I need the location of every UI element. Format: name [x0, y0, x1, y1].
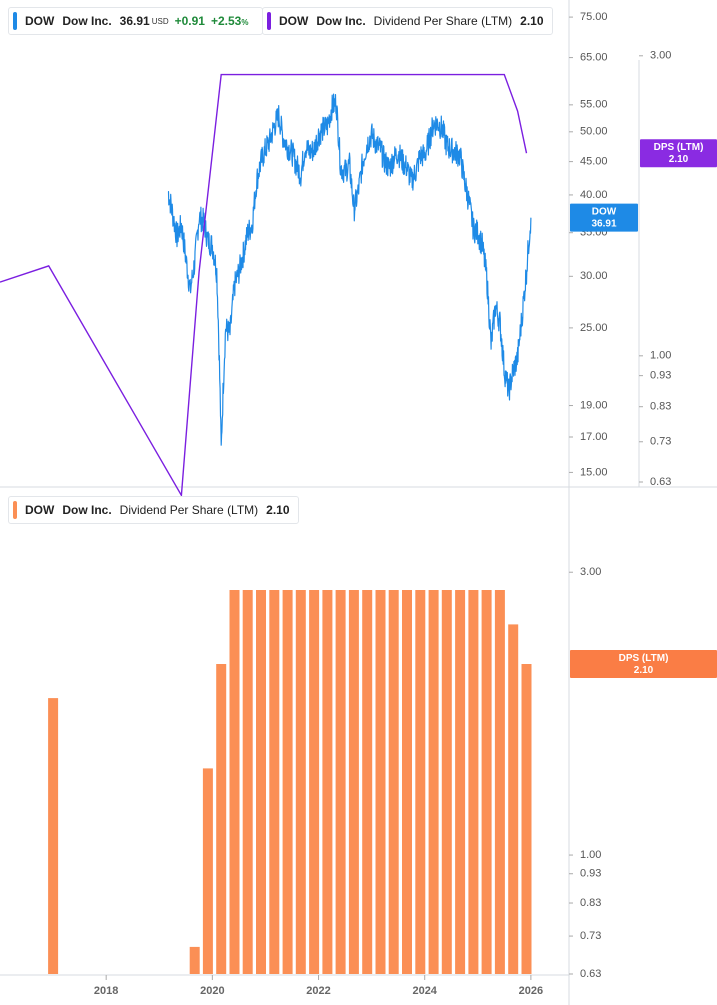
- legend-price[interactable]: DOW Dow Inc. 36.91 USD +0.91 +2.53%: [8, 7, 264, 35]
- dps-bar: [441, 590, 452, 974]
- dps-axis-label: 0.93: [650, 370, 671, 382]
- time-axis-label: 2026: [519, 985, 543, 997]
- legend-dps-line[interactable]: DOW Dow Inc. Dividend Per Share (LTM) 2.…: [262, 7, 553, 35]
- legend-dps-bar-metric: Dividend Per Share (LTM): [119, 503, 259, 517]
- dps-bar: [455, 590, 466, 974]
- dps-bar: [428, 590, 439, 974]
- legend-price-name: Dow Inc.: [62, 14, 112, 28]
- dps-bar: [481, 590, 492, 974]
- dps-bar: [335, 590, 346, 974]
- dps-tag-top-value: 2.10: [669, 154, 689, 165]
- legend-price-change-percent-value: +2.53: [210, 14, 242, 28]
- legend-dps-bar-swatch: [13, 501, 17, 519]
- dps-tag-top-box: [640, 139, 717, 168]
- legend-dps-bar-name: Dow Inc.: [62, 503, 112, 517]
- legend-price-ticker: DOW: [25, 14, 55, 28]
- dps-bar: [415, 590, 426, 974]
- dps-bar: [402, 590, 412, 974]
- bar-axis-label: 0.83: [580, 897, 601, 909]
- time-axis-label: 2018: [94, 985, 118, 997]
- price-tag-box: [570, 203, 638, 232]
- dps-bar: [309, 590, 320, 974]
- bar-axis-label: 3.00: [580, 566, 601, 578]
- price-axis-label: 75.00: [580, 11, 608, 23]
- bar-axis-label: 1.00: [580, 849, 601, 861]
- legend-price-value: 36.91: [119, 14, 150, 28]
- dps-axis-label: 0.73: [650, 436, 671, 448]
- price-axis-label: 30.00: [580, 270, 608, 282]
- dps-bar: [242, 590, 253, 974]
- dps-bar: [468, 590, 479, 974]
- dps-bar: [48, 698, 59, 974]
- price-axis-label: 65.00: [580, 51, 608, 63]
- dps-axis-label: 3.00: [650, 50, 671, 62]
- legend-dps-line-swatch: [267, 12, 271, 30]
- price-axis-label: 40.00: [580, 189, 608, 201]
- legend-price-percent-sign: %: [241, 18, 249, 27]
- dps-bar: [494, 590, 505, 974]
- dps-bar: [189, 946, 200, 974]
- dps-bar: [216, 664, 227, 974]
- legend-price-swatch: [13, 12, 17, 30]
- legend-dps-line-metric: Dividend Per Share (LTM): [373, 14, 513, 28]
- legend-dps-line-value: 2.10: [520, 14, 544, 28]
- bar-axis-label: 0.73: [580, 930, 601, 942]
- price-axis-label: 50.00: [580, 126, 608, 138]
- dps-axis-label: 1.00: [650, 350, 671, 362]
- time-axis-label: 2024: [412, 985, 437, 997]
- dps-bar: [269, 590, 280, 974]
- dps-bar: [229, 590, 240, 974]
- legend-dps-line-ticker: DOW: [279, 14, 309, 28]
- legend-dps-bar-value: 2.10: [266, 503, 290, 517]
- dps-bar: [295, 590, 306, 974]
- price-axis-label: 55.00: [580, 99, 608, 111]
- dps-line: [0, 73, 528, 498]
- dps-bar: [388, 590, 399, 974]
- legend-dps-bar-ticker: DOW: [25, 503, 55, 517]
- dps-bar: [362, 590, 373, 974]
- bar-axis-label: 0.63: [580, 968, 601, 980]
- legend-price-change: +0.91: [174, 14, 205, 28]
- dps-bar: [348, 590, 359, 974]
- price-axis-label: 45.00: [580, 156, 608, 168]
- dps-tag-top-label: DPS (LTM): [654, 142, 704, 153]
- price-axis-label: 17.00: [580, 431, 608, 443]
- legend-price-currency: USD: [151, 16, 169, 26]
- legend-price-change-percent: +2.53%: [211, 14, 249, 28]
- dps-bar: [282, 590, 293, 974]
- dps-tag-bottom-label: DPS (LTM): [619, 653, 669, 664]
- dps-bar: [202, 768, 213, 974]
- price-line: [167, 93, 532, 446]
- dps-bar: [375, 590, 386, 974]
- legend-dps-line-name: Dow Inc.: [316, 14, 366, 28]
- dps-axis-label: 0.83: [650, 401, 671, 413]
- price-axis-label: 25.00: [580, 322, 608, 334]
- time-axis-label: 2020: [200, 985, 224, 997]
- price-tag-value: 36.91: [591, 218, 616, 229]
- price-axis-label: 19.00: [580, 399, 608, 411]
- legend-dps-bar[interactable]: DOW Dow Inc. Dividend Per Share (LTM) 2.…: [8, 496, 299, 524]
- dps-tag-bottom-box: [570, 650, 717, 679]
- price-tag-label: DOW: [592, 207, 617, 218]
- price-axis-label: 15.00: [580, 466, 608, 478]
- dps-bar: [322, 590, 333, 974]
- bar-axis-label: 0.93: [580, 868, 601, 880]
- dps-axis-label: 0.63: [650, 476, 671, 488]
- dps-bar: [508, 624, 519, 974]
- time-axis-label: 2022: [306, 985, 330, 997]
- dps-bar: [521, 664, 532, 974]
- dps-bar: [256, 590, 266, 974]
- dps-tag-bottom-value: 2.10: [634, 665, 654, 676]
